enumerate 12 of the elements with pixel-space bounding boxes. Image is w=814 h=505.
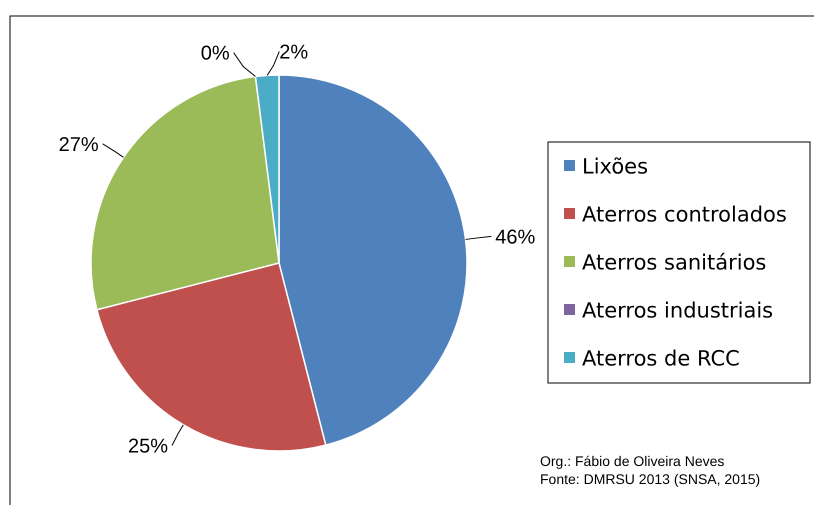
text: 0% — [200, 42, 230, 65]
legend-label: Aterros sanitários — [582, 250, 766, 274]
legend-label: Aterros de RCC — [582, 346, 740, 370]
legend-label: Lixões — [582, 154, 648, 178]
legend-label: Aterros controlados — [582, 202, 787, 226]
data-label: 25% — [128, 435, 168, 458]
data-label: 46% — [495, 226, 536, 248]
text: Org.: Fábio de Oliveira Neves — [540, 453, 724, 469]
data-label: 27% — [58, 134, 99, 156]
data-label: 2% — [279, 41, 308, 64]
legend-label: Aterros industriais — [582, 298, 774, 322]
source-note: Fonte: DMRSU 2013 (SNSA, 2015) — [540, 471, 760, 487]
